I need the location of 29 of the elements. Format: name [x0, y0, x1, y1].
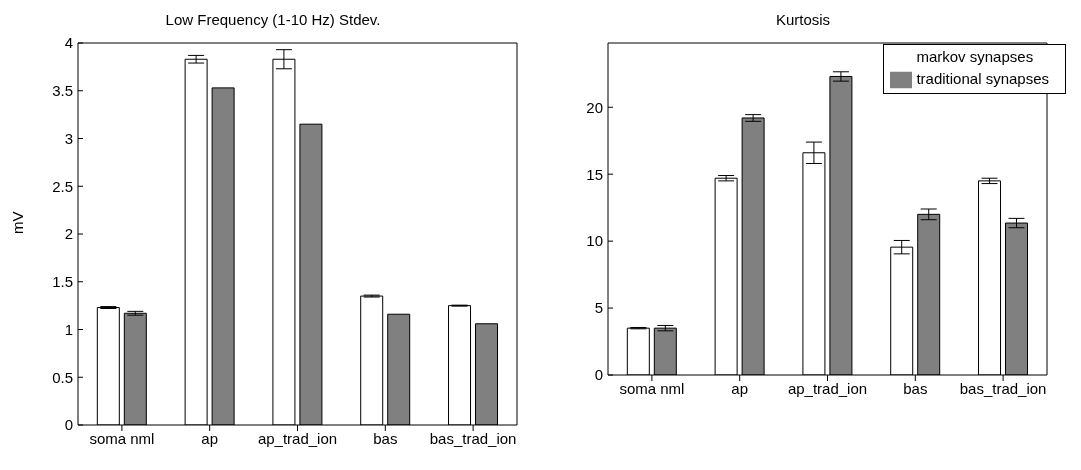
legend-label: traditional synapses — [916, 69, 1049, 87]
x-tick-label: ap — [731, 379, 749, 397]
x-tick-label: bas_trad_ion — [959, 379, 1047, 397]
y-tick-label: 0.5 — [52, 368, 73, 386]
y-tick-label: 15 — [586, 165, 603, 183]
y-tick-label: 0 — [594, 366, 603, 384]
x-tick-label: bas — [903, 379, 928, 397]
y-tick-label: 3 — [64, 129, 73, 147]
x-tick-label: soma nml — [89, 429, 155, 447]
x-tick-label: ap — [201, 429, 219, 447]
x-tick-label: bas_trad_ion — [429, 429, 517, 447]
text: markov synapses — [916, 47, 1034, 65]
x-tick-label: ap_trad_ion — [257, 429, 338, 447]
chart-title: Kurtosis — [774, 10, 832, 30]
y-tick-label: 2.5 — [52, 177, 73, 195]
y-tick-label: 10 — [586, 232, 603, 250]
y-tick-label: 3.5 — [52, 82, 73, 100]
chart-title: Low Frequency (1-10 Hz) Stdev. — [164, 10, 382, 30]
y-tick-label: 20 — [586, 98, 603, 116]
y-tick-label: 2 — [64, 225, 73, 243]
y-tick-label: 5 — [594, 299, 603, 317]
y-tick-label: 1.5 — [52, 273, 73, 291]
y-tick-label: 4 — [64, 34, 73, 52]
x-tick-label: bas — [373, 429, 398, 447]
y-tick-label: 0 — [64, 416, 73, 434]
x-tick-label: ap_trad_ion — [787, 379, 868, 397]
y-tick-label: 1 — [64, 320, 73, 338]
y-axis-title: mV — [9, 211, 27, 234]
x-tick-label: soma nml — [619, 379, 685, 397]
